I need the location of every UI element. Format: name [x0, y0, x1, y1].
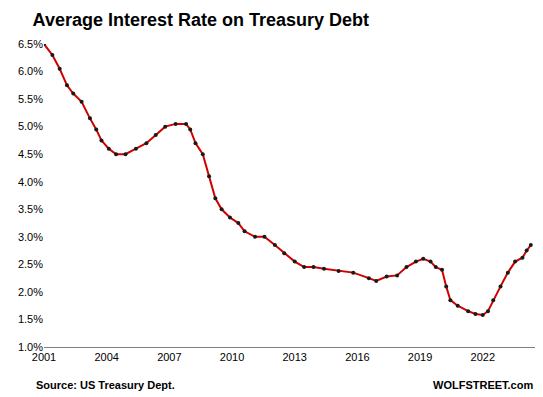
- svg-text:3.5%: 3.5%: [18, 203, 43, 215]
- svg-text:2019: 2019: [408, 351, 432, 363]
- svg-text:2.0%: 2.0%: [18, 286, 43, 298]
- svg-text:2001: 2001: [32, 351, 56, 363]
- svg-text:2004: 2004: [94, 351, 118, 363]
- svg-text:5.5%: 5.5%: [18, 93, 43, 105]
- svg-text:1.0%: 1.0%: [18, 341, 43, 353]
- svg-text:2022: 2022: [471, 351, 495, 363]
- svg-text:1.5%: 1.5%: [18, 313, 43, 325]
- svg-text:2016: 2016: [345, 351, 369, 363]
- svg-text:6.5%: 6.5%: [18, 38, 43, 50]
- svg-text:Source: US Treasury Dept.: Source: US Treasury Dept.: [36, 379, 175, 391]
- svg-text:6.0%: 6.0%: [18, 65, 43, 77]
- svg-text:2007: 2007: [157, 351, 181, 363]
- svg-text:3.0%: 3.0%: [18, 231, 43, 243]
- svg-text:WOLFSTREET.com: WOLFSTREET.com: [433, 379, 533, 391]
- svg-text:2013: 2013: [282, 351, 306, 363]
- svg-text:5.0%: 5.0%: [18, 120, 43, 132]
- svg-text:Average Interest Rate on Treas: Average Interest Rate on Treasury Debt: [33, 10, 369, 30]
- svg-text:4.0%: 4.0%: [18, 176, 43, 188]
- svg-text:4.5%: 4.5%: [18, 148, 43, 160]
- svg-text:2010: 2010: [220, 351, 244, 363]
- svg-text:2.5%: 2.5%: [18, 258, 43, 270]
